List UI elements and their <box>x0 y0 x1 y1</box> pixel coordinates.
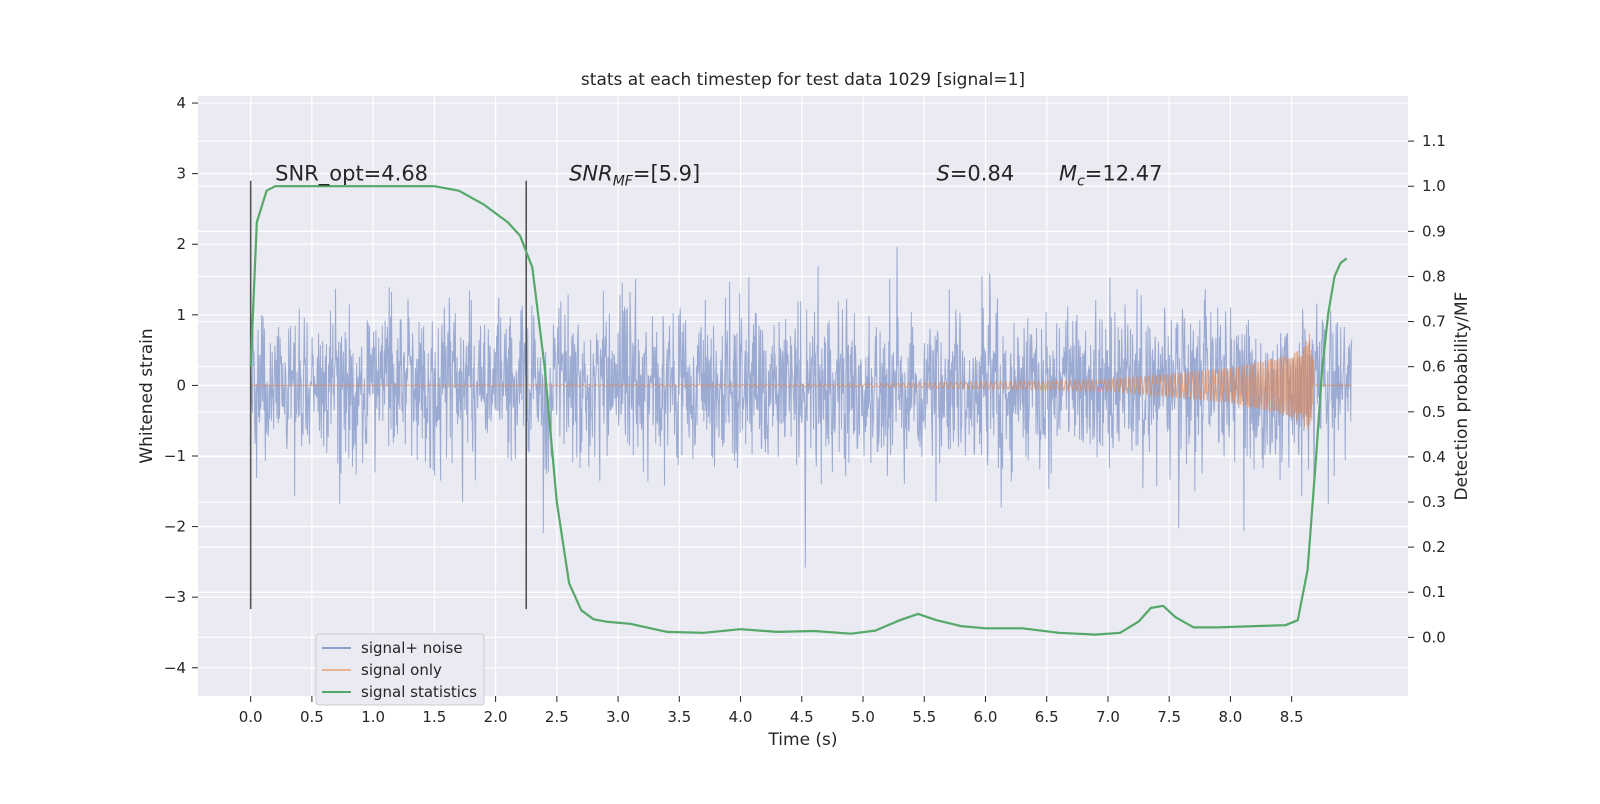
y-tick-label-right: 0.2 <box>1422 538 1446 556</box>
x-tick-label: 5.5 <box>912 708 936 726</box>
y-tick-label-right: 0.7 <box>1422 313 1446 331</box>
series-signal-noise <box>250 246 1353 568</box>
y-tick-label-right: 0.3 <box>1422 493 1446 511</box>
x-tick-label: 2.5 <box>545 708 569 726</box>
y-tick-label-right: 0.5 <box>1422 403 1446 421</box>
y-tick-label-left: −4 <box>164 659 186 677</box>
x-tick-label: 7.5 <box>1157 708 1181 726</box>
y-tick-label-right: 0.0 <box>1422 628 1446 646</box>
x-tick-label: 3.0 <box>606 708 630 726</box>
legend-label-signal-statistics: signal statistics <box>361 683 477 701</box>
y-tick-label-left: 3 <box>176 165 186 183</box>
signal-only-line <box>250 333 1352 430</box>
axis-ticks: 0.0 0.5 1.0 1.5 2.0 2.5 3.0 3.5 4.0 4.5 5.0 5.5 6.0 6… <box>164 94 1446 726</box>
grid <box>198 96 1408 696</box>
annotations: SNR_opt=4.68 SNRMF=[5.9] S=0.84 Mc=12.47 <box>275 162 1162 190</box>
legend-box <box>315 633 485 706</box>
y-tick-label-left: 1 <box>176 306 186 324</box>
x-tick-label: 5.0 <box>851 708 875 726</box>
annotation-text: SNRMF=[5.9] <box>569 162 700 190</box>
x-tick-label: 7.0 <box>1096 708 1120 726</box>
x-tick-label: 3.5 <box>667 708 691 726</box>
y-axis-label-right: Detection probability/MF <box>1452 292 1472 501</box>
x-tick-label: 4.0 <box>729 708 753 726</box>
x-tick-label: 0.0 <box>239 708 263 726</box>
y-axis-label-left: Whitened strain <box>137 328 157 463</box>
y-tick-label-right: 0.1 <box>1422 583 1446 601</box>
y-tick-label-right: 1.1 <box>1422 132 1446 150</box>
x-tick-label: 8.0 <box>1218 708 1242 726</box>
signal-statistics-line <box>249 185 1348 636</box>
legend: signal+ noise signal only signal statist… <box>315 633 485 706</box>
signal-noise-line <box>250 246 1353 568</box>
series-signal-statistics <box>249 185 1348 636</box>
y-tick-label-left: 4 <box>176 94 186 112</box>
x-tick-label: 1.0 <box>361 708 385 726</box>
y-tick-label-left: −1 <box>164 447 186 465</box>
x-tick-label: 4.5 <box>790 708 814 726</box>
y-tick-label-right: 0.8 <box>1422 267 1446 285</box>
x-axis-label: Time (s) <box>767 730 837 750</box>
y-tick-label-left: −3 <box>164 588 186 606</box>
x-tick-label: 6.0 <box>974 708 998 726</box>
y-tick-label-right: 0.6 <box>1422 358 1446 376</box>
legend-label-signal-noise: signal+ noise <box>361 639 463 657</box>
y-tick-label-left: 0 <box>176 376 186 394</box>
y-tick-label-right: 1.0 <box>1422 177 1446 195</box>
annotation-text: SNR_opt=4.68 <box>275 162 428 187</box>
annotation-text: S=0.84 <box>936 162 1014 186</box>
x-tick-label: 1.5 <box>422 708 446 726</box>
x-tick-label: 8.5 <box>1280 708 1304 726</box>
series-signal-only <box>250 333 1352 430</box>
x-tick-label: 6.5 <box>1035 708 1059 726</box>
y-tick-label-right: 0.4 <box>1422 448 1446 466</box>
y-tick-label-left: −2 <box>164 518 186 536</box>
annotation-text: Mc=12.47 <box>1059 162 1163 190</box>
x-tick-label: 0.5 <box>300 708 324 726</box>
chart-title: stats at each timestep for test data 102… <box>581 70 1025 90</box>
y-tick-label-right: 0.9 <box>1422 222 1446 240</box>
x-tick-label: 2.0 <box>484 708 508 726</box>
y-tick-label-left: 2 <box>176 235 186 253</box>
legend-label-signal-only: signal only <box>361 661 442 679</box>
